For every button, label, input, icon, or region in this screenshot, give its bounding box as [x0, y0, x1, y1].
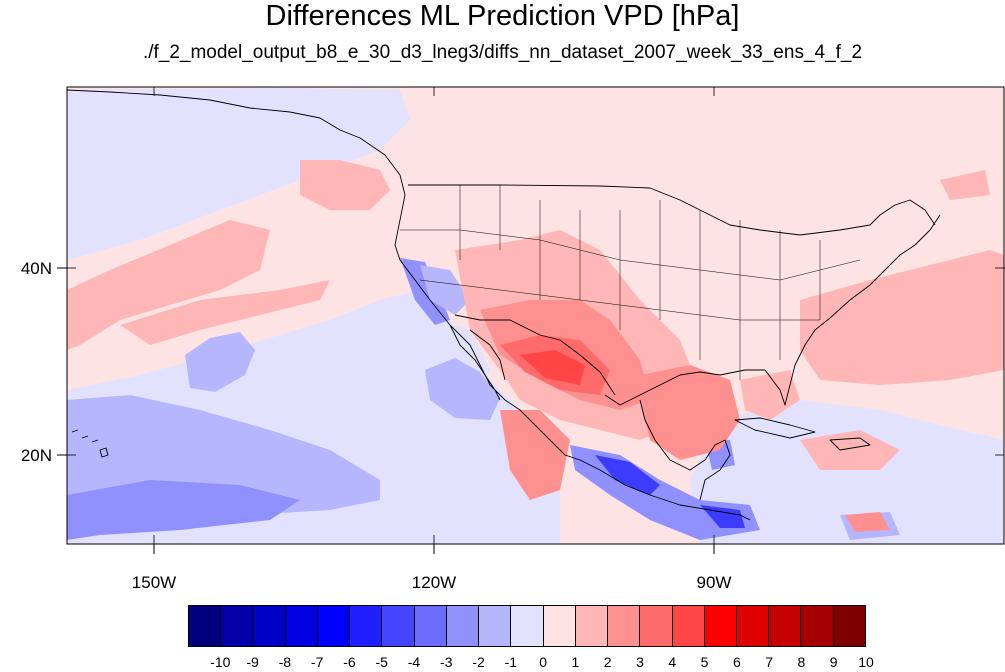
colorbar-tick-label: 6	[732, 654, 741, 670]
colorbar-tick-labels: -10 -9 -8 -7 -6 -5 -4 -3 -2 -1 0 1 2 3 4 5 6 7 8 9 10	[0, 654, 1005, 672]
colorbar-swatch	[704, 606, 737, 646]
colorbar-tick-label: 7	[765, 654, 774, 670]
colorbar	[188, 605, 866, 647]
pink-anomaly-gulf-of-mexico	[640, 365, 740, 460]
axis-ticks	[57, 267, 1005, 554]
blue-anomaly-california	[400, 258, 450, 325]
colorbar-swatch	[350, 606, 383, 646]
blue-anomaly-baja-offshore	[425, 358, 500, 420]
colorbar-swatch	[253, 606, 286, 646]
lon-label-150w: 150W	[132, 573, 176, 592]
pink-anomaly-pacific-northwest	[300, 160, 390, 210]
vpd-difference-map: 40N 20N 150W 120W 90W	[21, 86, 1005, 592]
colorbar-swatch	[575, 606, 609, 646]
us-mexico-border	[454, 314, 616, 396]
colorbar-tick-label: 8	[797, 654, 806, 670]
colorbar-swatch	[511, 606, 544, 646]
colorbar-tick-label: -6	[343, 654, 356, 670]
state-borders	[400, 185, 861, 380]
pink-anomaly-baja-plume	[500, 410, 570, 500]
mexico-gulf-coast	[639, 399, 731, 501]
gulf-coast	[604, 214, 941, 406]
pink-anomaly-florida-east	[740, 370, 800, 420]
blue-anomaly-central-pacific	[185, 332, 255, 392]
colorbar-swatch	[543, 606, 576, 646]
colorbar-tick-label: -8	[278, 654, 292, 670]
chart-subtitle: ./f_2_model_output_b8_e_30_d3_lneg3/diff…	[142, 42, 863, 63]
colorbar-swatch	[801, 606, 834, 646]
blue-anomaly-central-america-core	[700, 505, 745, 528]
colorbar-swatch	[833, 606, 865, 646]
colorbar-swatch	[672, 606, 705, 646]
colorbar-tick-label: 10	[858, 654, 874, 670]
pink-anomaly-nw-atlantic	[940, 170, 990, 200]
colorbar-tick-label: 0	[539, 654, 548, 670]
pink-anomaly-caribbean-south	[845, 512, 890, 532]
colorbar-swatch	[608, 606, 641, 646]
colorbar-swatch	[736, 606, 770, 646]
colorbar-tick-label: 1	[571, 654, 580, 670]
pink-anomaly-central-pacific-strip	[120, 280, 330, 345]
northeast-coast	[869, 199, 936, 226]
cuba	[734, 417, 816, 439]
pink-anomaly-atlantic-east	[800, 250, 1004, 385]
blue-anomaly-southwest-corner	[67, 480, 300, 540]
lat-label-40n: 40N	[21, 259, 52, 278]
colorbar-tick-label: 2	[603, 654, 612, 670]
colorbar-tick-label: 3	[636, 654, 644, 670]
pale-blue-north-ocean	[67, 88, 410, 260]
pale-blue-caribbean	[690, 400, 1004, 544]
map-frame	[66, 86, 1005, 545]
colorbar-tick-label: 9	[829, 654, 838, 670]
colorbar-tick-label: -7	[310, 654, 324, 670]
colorbar-swatch	[285, 606, 318, 646]
coastlines	[67, 89, 941, 521]
colorbar-swatch	[189, 606, 222, 646]
colorbar-swatch	[382, 606, 415, 646]
lat-label-20n: 20N	[21, 446, 52, 465]
colorbar-tick-label: -9	[246, 654, 259, 670]
hawaii-islands	[71, 429, 109, 458]
colorbar-swatch	[769, 606, 802, 646]
pink-anomaly-caribbean	[800, 430, 900, 470]
colorbar-swatch	[446, 606, 480, 646]
colorbar-tick-label: -2	[472, 654, 485, 670]
pink-anomaly-north-pacific-band	[67, 220, 270, 350]
colorbar-tick-label: -3	[440, 654, 453, 670]
blue-anomaly-southern-mexico-core	[595, 455, 660, 495]
hispaniola	[829, 437, 871, 451]
colorbar-tick-label: -4	[407, 654, 421, 670]
graticule-ticks	[67, 87, 1004, 544]
blue-anomaly-great-basin	[420, 265, 470, 315]
baja-california-coastline	[449, 324, 506, 401]
north-america-coastline	[67, 89, 751, 521]
colorbar-tick-label: -10	[210, 654, 231, 670]
colorbar-swatch	[317, 606, 351, 646]
colorbar-tick-label: -1	[504, 654, 518, 670]
lon-label-120w: 120W	[412, 573, 456, 592]
colorbar-tick-label: 4	[668, 654, 677, 670]
colorbar-tick-label: -5	[375, 654, 388, 670]
colorbar-tick-label: 5	[700, 654, 709, 670]
colorbar-swatch	[479, 606, 512, 646]
lon-label-90w: 90W	[697, 573, 732, 592]
colorbar-swatch	[414, 606, 447, 646]
chart-title: Differences ML Prediction VPD [hPa]	[265, 0, 740, 32]
colorbar-swatch	[221, 606, 254, 646]
colorbar-swatch	[640, 606, 673, 646]
red-anomaly-hot-core	[520, 350, 585, 385]
